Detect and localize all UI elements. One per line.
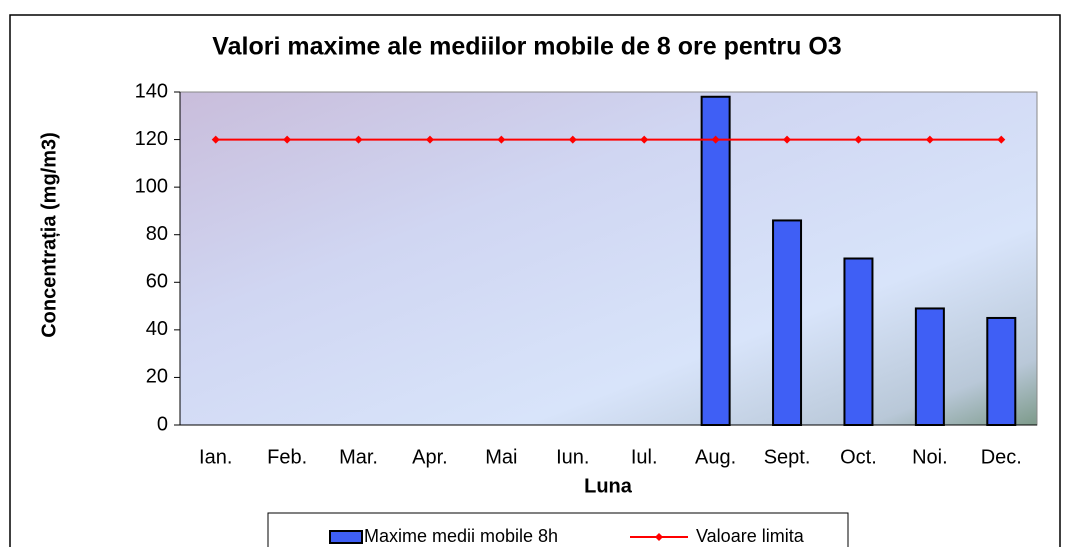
x-tick-label: Iul.	[631, 446, 658, 468]
y-tick-label: 80	[146, 223, 168, 245]
line-marker	[211, 135, 220, 144]
bar	[914, 307, 945, 427]
x-tick-label: Sept.	[764, 446, 811, 468]
line-marker	[497, 135, 506, 144]
bar	[772, 219, 803, 426]
y-tick-label: 0	[157, 413, 168, 435]
legend-label: Valoare limita	[696, 526, 805, 546]
y-tick-label: 100	[135, 175, 168, 197]
legend-swatch	[329, 530, 363, 544]
x-tick-label: Iun.	[556, 446, 589, 468]
x-tick-label: Mai	[485, 446, 517, 468]
x-tick-label: Noi.	[912, 446, 948, 468]
line-marker	[283, 135, 292, 144]
legend-label: Maxime medii mobile 8h	[364, 526, 558, 546]
plot-area	[179, 91, 1038, 426]
x-tick-label: Mar.	[339, 446, 378, 468]
x-tick-label: Aug.	[695, 446, 736, 468]
line-marker	[711, 135, 720, 144]
bar	[986, 316, 1017, 427]
line-marker	[925, 135, 934, 144]
line-marker	[568, 135, 577, 144]
y-axis-label: Concentrația (mg/m3)	[38, 132, 60, 338]
x-tick-label: Ian.	[199, 446, 232, 468]
legend-marker	[655, 533, 663, 541]
bar	[843, 257, 874, 426]
y-tick-label: 60	[146, 271, 168, 293]
x-axis-label: Luna	[584, 475, 633, 497]
x-tick-label: Apr.	[412, 446, 448, 468]
x-tick-label: Feb.	[267, 446, 307, 468]
x-tick-label: Oct.	[840, 446, 877, 468]
line-marker	[354, 135, 363, 144]
y-tick-label: 40	[146, 318, 168, 340]
bar	[700, 95, 731, 426]
y-tick-label: 120	[135, 128, 168, 150]
y-tick-label: 140	[135, 80, 168, 102]
y-tick-label: 20	[146, 366, 168, 388]
line-marker	[997, 135, 1006, 144]
line-marker	[425, 135, 434, 144]
line-marker	[640, 135, 649, 144]
chart-title: Valori maxime ale mediilor mobile de 8 o…	[212, 33, 841, 61]
legend	[267, 512, 849, 547]
x-tick-label: Dec.	[981, 446, 1022, 468]
line-marker	[854, 135, 863, 144]
line-marker	[783, 135, 792, 144]
